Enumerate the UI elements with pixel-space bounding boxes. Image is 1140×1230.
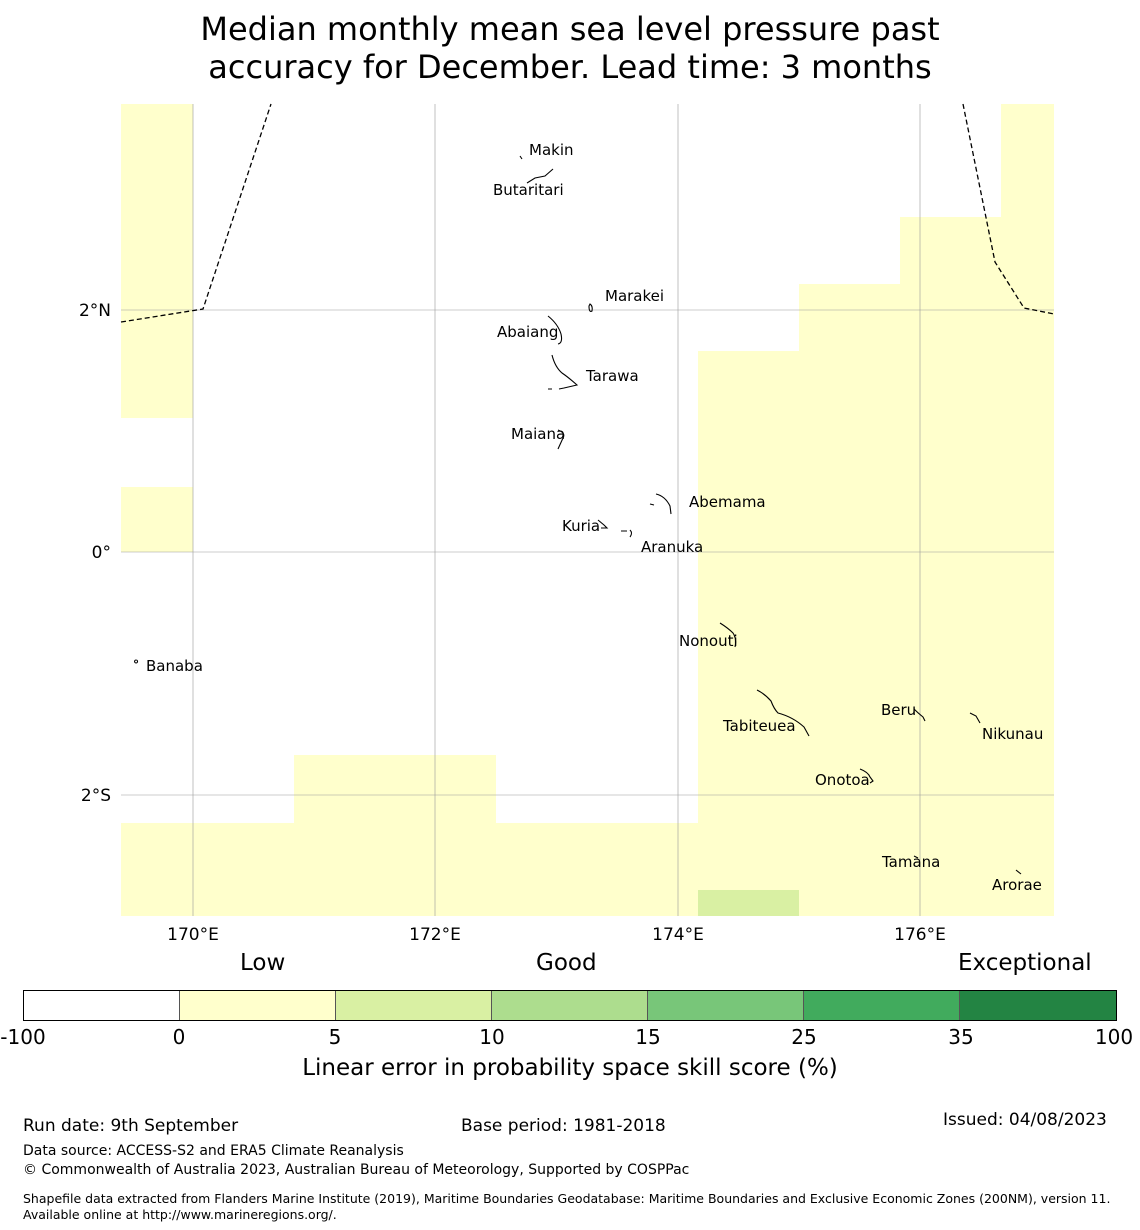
island-label: Tamana (881, 853, 940, 871)
island-label: Nikunau (982, 725, 1043, 743)
colorbar-segment (335, 991, 492, 1020)
colorbar-tick: -100 (0, 1025, 46, 1049)
colorbar-segment (24, 991, 180, 1020)
lat-tick-labels: 2°N 0° 2°S (79, 301, 111, 806)
colorbar-segment (959, 991, 1116, 1020)
copyright: © Commonwealth of Australia 2023, Austra… (23, 1162, 690, 1178)
run-date: Run date: 9th September (23, 1116, 239, 1136)
island-labels: Makin Butaritari Marakei Abaiang Tarawa … (146, 141, 1043, 894)
island-label: Abemama (689, 493, 766, 511)
data-source: Data source: ACCESS-S2 and ERA5 Climate … (23, 1143, 404, 1159)
title-line-2: accuracy for December. Lead time: 3 mont… (208, 48, 932, 86)
lon-tick-label: 176°E (894, 925, 946, 945)
island-label: Onotoa (815, 771, 870, 789)
island-label: Kuria (562, 517, 600, 535)
colorbar-tick: 25 (791, 1025, 817, 1049)
colorbar-segment (179, 991, 336, 1020)
island-label: Aranuka (641, 538, 703, 556)
graticule (121, 104, 1054, 916)
lon-tick-label: 172°E (409, 925, 461, 945)
title-line-1: Median monthly mean sea level pressure p… (200, 10, 940, 48)
cell-low (121, 487, 193, 552)
colorbar-tick: 0 (172, 1025, 186, 1049)
map-panel: Makin Butaritari Marakei Abaiang Tarawa … (79, 103, 1055, 945)
colorbar-segment (647, 991, 804, 1020)
colorbar-segment (803, 991, 960, 1020)
lat-tick-label: 0° (92, 543, 111, 563)
skill-cells (121, 104, 1054, 916)
island-outlines (134, 155, 1022, 875)
colorbar-label: Linear error in probability space skill … (302, 1055, 838, 1081)
colorbar-tick: 10 (479, 1025, 505, 1049)
eez-boundaries (120, 103, 1055, 323)
shapefile-credit: Shapefile data extracted from Flanders M… (23, 1191, 1111, 1222)
cell-low (1001, 104, 1054, 217)
island-label: Maiana (511, 425, 565, 443)
lon-tick-label: 170°E (167, 925, 219, 945)
island-label: Abaiang (497, 323, 558, 341)
lon-tick-label: 174°E (652, 925, 704, 945)
colorbar-tick: 15 (635, 1025, 661, 1049)
island-label: Tabiteuea (722, 717, 796, 735)
island-label: Nonouti (679, 632, 738, 650)
colorbar-segment (491, 991, 648, 1020)
cell-low (698, 351, 1054, 916)
island-label: Banaba (146, 657, 203, 675)
lon-tick-labels: 170°E 172°E 174°E 176°E (167, 925, 946, 945)
legend-category-low: Low (240, 950, 286, 976)
lat-tick-label: 2°S (81, 786, 111, 806)
base-period: Base period: 1981-2018 (461, 1116, 666, 1136)
issued-date: Issued: 04/08/2023 (943, 1110, 1107, 1130)
island-label: Makin (529, 141, 574, 159)
cell-low (121, 823, 698, 916)
map-title: Median monthly mean sea level pressure p… (0, 10, 1140, 86)
legend-category-good: Good (536, 950, 597, 976)
island-label: Beru (881, 701, 916, 719)
lat-tick-label: 2°N (79, 301, 111, 321)
cell-low (900, 217, 1054, 284)
island-label: Arorae (992, 876, 1042, 894)
island-label: Tarawa (585, 367, 639, 385)
colorbar-tick: 5 (328, 1025, 342, 1049)
colorbar-tick: 35 (948, 1025, 974, 1049)
cell-low (799, 284, 1054, 351)
cell-good (698, 890, 799, 916)
colorbar-tick: 100 (1094, 1025, 1134, 1049)
colorbar (23, 990, 1117, 1021)
cell-low (121, 104, 193, 418)
island-label: Butaritari (493, 181, 564, 199)
legend-category-exceptional: Exceptional (958, 950, 1092, 976)
island-label: Marakei (605, 287, 664, 305)
